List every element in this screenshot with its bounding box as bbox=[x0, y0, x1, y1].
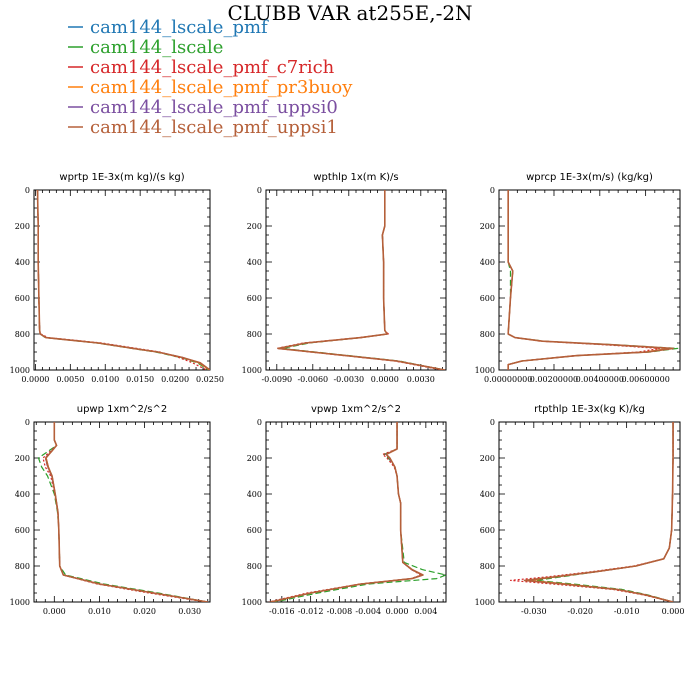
y-tick-label: 1000 bbox=[242, 598, 262, 607]
x-tick-label: 0.0200 bbox=[161, 375, 189, 384]
panel-title: wpthlp 1x(m K)/s bbox=[313, 172, 398, 183]
x-tick-label: 0.0030 bbox=[407, 375, 435, 384]
y-tick-label: 400 bbox=[247, 258, 262, 267]
legend-entry: cam144_lscale bbox=[90, 37, 223, 58]
x-tick-label: 0.00400000 bbox=[576, 375, 624, 384]
panel-2: wpthlp 1x(m K)/s 0 200 400 600 800 1000-0.0090… bbox=[242, 172, 447, 384]
y-tick-label: 600 bbox=[480, 526, 495, 535]
y-tick-label: 600 bbox=[247, 526, 262, 535]
x-tick-label: -0.008 bbox=[327, 607, 353, 616]
y-tick-label: 800 bbox=[247, 562, 262, 571]
y-tick-label: 200 bbox=[247, 454, 262, 463]
y-tick-label: 600 bbox=[480, 294, 495, 303]
legend: cam144_lscale_pmfcam144_lscalecam144_lsc… bbox=[68, 17, 353, 138]
panel-title: wprcp 1E-3x(m/s) (kg/kg) bbox=[526, 172, 653, 183]
y-tick-label: 800 bbox=[15, 562, 30, 571]
x-tick-label: 0.020 bbox=[133, 607, 156, 616]
y-tick-label: 400 bbox=[15, 258, 30, 267]
y-tick-label: 400 bbox=[480, 490, 495, 499]
series-line bbox=[44, 422, 208, 602]
x-tick-label: 0.010 bbox=[88, 607, 111, 616]
panel-3: wprcp 1E-3x(m/s) (kg/kg) 0 200 400 600 800 100… bbox=[475, 172, 681, 384]
x-tick-label: 0.000 bbox=[662, 607, 685, 616]
y-tick-label: 1000 bbox=[475, 366, 495, 375]
y-tick-label: 600 bbox=[15, 526, 30, 535]
x-tick-label: 0.00000000 bbox=[484, 375, 532, 384]
panel-1: wprtp 1E-3x(m kg)/(s kg) 0 200 400 600 800 100… bbox=[10, 172, 224, 384]
y-tick-label: 0 bbox=[490, 186, 495, 195]
y-tick-label: 600 bbox=[15, 294, 30, 303]
series-group bbox=[37, 422, 208, 602]
series-group bbox=[507, 190, 679, 370]
series-line bbox=[277, 190, 445, 370]
y-tick-label: 400 bbox=[480, 258, 495, 267]
y-tick-label: 0 bbox=[257, 186, 262, 195]
y-tick-label: 0 bbox=[490, 418, 495, 427]
x-tick-label: -0.016 bbox=[269, 607, 295, 616]
y-tick-label: 0 bbox=[25, 418, 30, 427]
y-tick-label: 1000 bbox=[10, 366, 30, 375]
y-tick-label: 200 bbox=[247, 222, 262, 231]
x-tick-label: 0.004 bbox=[414, 607, 437, 616]
legend-entry: cam144_lscale_pmf_c7rich bbox=[90, 57, 335, 78]
series-line bbox=[523, 422, 674, 602]
y-tick-label: 800 bbox=[480, 562, 495, 571]
x-tick-label: -0.004 bbox=[355, 607, 381, 616]
x-tick-label: -0.012 bbox=[298, 607, 324, 616]
panels: wprtp 1E-3x(m kg)/(s kg) 0 200 400 600 800 100… bbox=[10, 172, 685, 616]
y-tick-label: 400 bbox=[15, 490, 30, 499]
x-tick-label: 0.0050 bbox=[56, 375, 84, 384]
legend-entry: cam144_lscale_pmf bbox=[90, 17, 269, 38]
panel-6: rtpthlp 1E-3x(kg K)/kg 0 200 400 600 800 1000 -… bbox=[475, 404, 685, 616]
x-tick-label: -0.0060 bbox=[297, 375, 328, 384]
y-tick-label: 800 bbox=[480, 330, 495, 339]
x-tick-label: -0.0030 bbox=[333, 375, 364, 384]
y-tick-label: 200 bbox=[480, 222, 495, 231]
legend-entry: cam144_lscale_pmf_pr3buoy bbox=[90, 77, 353, 98]
y-tick-label: 0 bbox=[257, 418, 262, 427]
y-tick-label: 200 bbox=[480, 454, 495, 463]
x-tick-label: 0.0250 bbox=[196, 375, 224, 384]
panel-title: wprtp 1E-3x(m kg)/(s kg) bbox=[59, 172, 184, 183]
y-tick-label: 600 bbox=[247, 294, 262, 303]
x-tick-label: 0.00600000 bbox=[621, 375, 669, 384]
series-line bbox=[270, 422, 424, 602]
y-tick-label: 800 bbox=[247, 330, 262, 339]
x-tick-label: 0.000 bbox=[386, 607, 409, 616]
y-tick-label: 800 bbox=[15, 330, 30, 339]
x-tick-label: -0.010 bbox=[614, 607, 640, 616]
legend-entry: cam144_lscale_pmf_uppsi1 bbox=[90, 117, 338, 138]
x-tick-label: 0.0000 bbox=[21, 375, 49, 384]
series-line bbox=[36, 190, 210, 370]
legend-entry: cam144_lscale_pmf_uppsi0 bbox=[90, 97, 338, 118]
y-tick-label: 0 bbox=[25, 186, 30, 195]
x-tick-label: 0.0100 bbox=[91, 375, 119, 384]
x-tick-label: 0.0150 bbox=[126, 375, 154, 384]
y-tick-label: 1000 bbox=[10, 598, 30, 607]
series-group bbox=[276, 190, 445, 370]
x-tick-label: -0.0090 bbox=[261, 375, 292, 384]
panel-4: upwp 1xm^2/s^2 0 200 400 600 800 1000 0.000 0.01… bbox=[10, 404, 211, 616]
figure-title: CLUBB VAR at255E,-2N bbox=[227, 1, 472, 25]
series-line bbox=[507, 190, 674, 370]
panel-title: rtpthlp 1E-3x(kg K)/kg bbox=[534, 404, 645, 415]
x-tick-label: 0.00200000 bbox=[530, 375, 578, 384]
series-group bbox=[268, 422, 446, 602]
x-tick-label: -0.020 bbox=[567, 607, 593, 616]
x-tick-label: 0.0000 bbox=[371, 375, 399, 384]
series-group bbox=[36, 190, 210, 370]
panel-title: vpwp 1xm^2/s^2 bbox=[311, 404, 401, 415]
y-tick-label: 200 bbox=[15, 222, 30, 231]
y-tick-label: 200 bbox=[15, 454, 30, 463]
y-tick-label: 1000 bbox=[475, 598, 495, 607]
y-tick-label: 1000 bbox=[242, 366, 262, 375]
x-tick-label: 0.030 bbox=[178, 607, 201, 616]
panel-title: upwp 1xm^2/s^2 bbox=[77, 404, 167, 415]
series-group bbox=[510, 422, 674, 602]
x-tick-label: -0.030 bbox=[521, 607, 547, 616]
x-tick-label: 0.000 bbox=[43, 607, 66, 616]
y-tick-label: 400 bbox=[247, 490, 262, 499]
